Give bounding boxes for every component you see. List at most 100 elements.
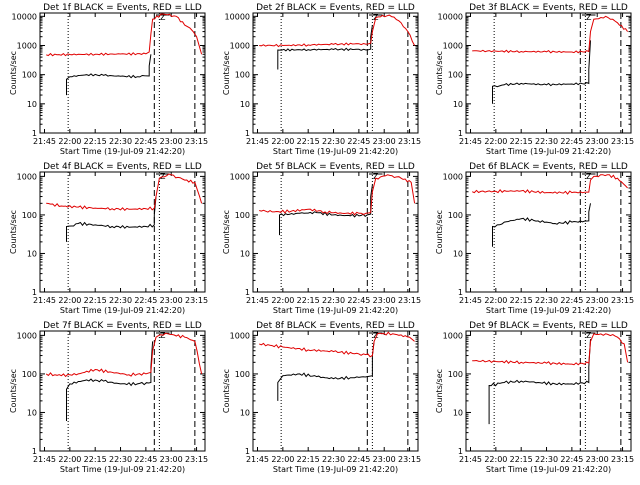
panel-det-4: 21:45 22:00 22:15 22:30 22:45 23:00 23:15 1 10 10… (9, 162, 208, 315)
x-tick-label: 21:45 (33, 296, 56, 305)
y-tick-label: 1000 (443, 331, 463, 340)
y-tick-label: 10 (27, 249, 37, 258)
y-tick-label: 1000 (17, 331, 37, 340)
x-tick-label: 22:45 (347, 296, 370, 305)
x-tick-label: 22:45 (560, 137, 583, 146)
x-tick-label: 22:15 (510, 137, 533, 146)
y-tick-label: 100 (448, 370, 463, 379)
series-line-events (277, 341, 375, 401)
panel-title: Det 3f BLACK = Events, RED = LLD (469, 3, 628, 13)
series-line-events (488, 339, 591, 425)
panel-det-7: 21:45 22:00 22:15 22:30 22:45 23:00 23:15 1 10 10… (9, 321, 208, 474)
y-tick-label: 100 (235, 71, 250, 80)
y-tick-label: 1 (32, 129, 37, 138)
plot-frame (252, 330, 419, 452)
x-tick-label: 23:00 (373, 455, 396, 464)
y-tick-label: 10000 (438, 12, 463, 21)
x-axis-label: Start Time (19-Jul-09 21:42:20) (60, 465, 185, 474)
panel-det-1: 21:45 22:00 22:15 22:30 22:45 23:00 23:15 1 10 10… (9, 3, 208, 156)
x-axis-label: Start Time (19-Jul-09 21:42:20) (486, 306, 611, 315)
y-tick-label: 1 (245, 288, 250, 297)
y-tick-label: 10 (453, 408, 463, 417)
x-tick-label: 23:00 (586, 137, 609, 146)
x-tick-label: 23:00 (586, 455, 609, 464)
y-tick-label: 100 (448, 211, 463, 220)
y-tick-label: 1000 (443, 41, 463, 50)
series-line-events (492, 203, 591, 247)
x-tick-label: 22:45 (134, 296, 157, 305)
y-tick-label: 10000 (225, 12, 250, 21)
x-tick-label: 22:15 (297, 455, 320, 464)
x-tick-label: 22:30 (109, 455, 132, 464)
x-tick-label: 22:30 (535, 455, 558, 464)
series-line-lld (45, 332, 203, 378)
x-tick-label: 22:15 (510, 296, 533, 305)
x-tick-label: 22:45 (347, 455, 370, 464)
x-tick-label: 22:30 (322, 455, 345, 464)
x-tick-label: 21:45 (246, 137, 269, 146)
y-tick-label: 1 (245, 129, 250, 138)
panel-det-6: 21:45 22:00 22:15 22:30 22:45 23:00 23:15 1 10 10… (435, 162, 634, 315)
x-tick-label: 22:15 (84, 455, 107, 464)
series-line-lld (46, 173, 203, 212)
x-tick-label: 22:00 (271, 455, 294, 464)
x-tick-label: 22:00 (271, 137, 294, 146)
plot-frame (465, 171, 632, 293)
panel-title: Det 7f BLACK = Events, RED = LLD (43, 321, 202, 331)
y-axis-label: Counts/sec (435, 210, 444, 254)
panel-det-3: 21:45 22:00 22:15 22:30 22:45 23:00 23:15 1 10 10… (435, 3, 634, 156)
panel-title: Det 6f BLACK = Events, RED = LLD (469, 162, 628, 172)
y-tick-label: 100 (235, 370, 250, 379)
x-tick-label: 23:15 (185, 455, 208, 464)
y-axis-label: Counts/sec (9, 210, 18, 254)
x-tick-label: 22:00 (58, 137, 81, 146)
x-tick-label: 22:45 (560, 455, 583, 464)
plot-frame (252, 12, 419, 134)
y-tick-label: 100 (235, 211, 250, 220)
series-line-lld (259, 331, 415, 358)
series-line-events (277, 25, 373, 70)
x-tick-label: 22:45 (134, 137, 157, 146)
annotation-label: Z (373, 331, 379, 340)
plot-frame (465, 12, 632, 134)
y-axis-label: Counts/sec (9, 369, 18, 413)
y-axis-label: Counts/sec (435, 51, 444, 95)
y-tick-label: 100 (22, 71, 37, 80)
x-tick-label: 22:00 (484, 455, 507, 464)
x-tick-label: 21:45 (246, 455, 269, 464)
x-tick-label: 23:15 (185, 137, 208, 146)
series-line-lld (472, 174, 628, 195)
plot-frame (465, 330, 632, 452)
x-tick-label: 22:15 (297, 137, 320, 146)
annotation-label: Z (586, 172, 592, 181)
x-tick-label: 22:45 (347, 137, 370, 146)
y-tick-label: 1 (458, 447, 463, 456)
series-line-lld (46, 13, 203, 57)
x-axis-label: Start Time (19-Jul-09 21:42:20) (486, 147, 611, 156)
x-tick-label: 22:15 (84, 137, 107, 146)
series-line-lld (472, 333, 629, 366)
annotation-label: Z (373, 172, 379, 181)
x-tick-label: 23:15 (185, 296, 208, 305)
plot-frame (39, 330, 206, 452)
x-tick-label: 22:00 (484, 137, 507, 146)
x-tick-label: 22:00 (271, 296, 294, 305)
x-tick-label: 23:15 (611, 455, 634, 464)
plot-frame (39, 12, 206, 134)
y-tick-label: 1 (245, 447, 250, 456)
panel-det-5: 21:45 22:00 22:15 22:30 22:45 23:00 23:15 1 10 10… (222, 162, 421, 315)
x-tick-label: 23:15 (398, 137, 421, 146)
x-tick-label: 22:30 (322, 137, 345, 146)
plot-frame (252, 171, 419, 293)
x-tick-label: 23:00 (160, 296, 183, 305)
x-tick-label: 23:15 (611, 137, 634, 146)
panel-title: Det 1f BLACK = Events, RED = LLD (43, 3, 202, 13)
x-tick-label: 23:00 (373, 137, 396, 146)
x-axis-label: Start Time (19-Jul-09 21:42:20) (60, 306, 185, 315)
panel-title: Det 8f BLACK = Events, RED = LLD (256, 321, 415, 331)
panel-det-8: 21:45 22:00 22:15 22:30 22:45 23:00 23:15 1 10 10… (222, 321, 421, 474)
x-tick-label: 23:00 (586, 296, 609, 305)
y-tick-label: 1000 (230, 331, 250, 340)
x-tick-label: 22:15 (297, 296, 320, 305)
